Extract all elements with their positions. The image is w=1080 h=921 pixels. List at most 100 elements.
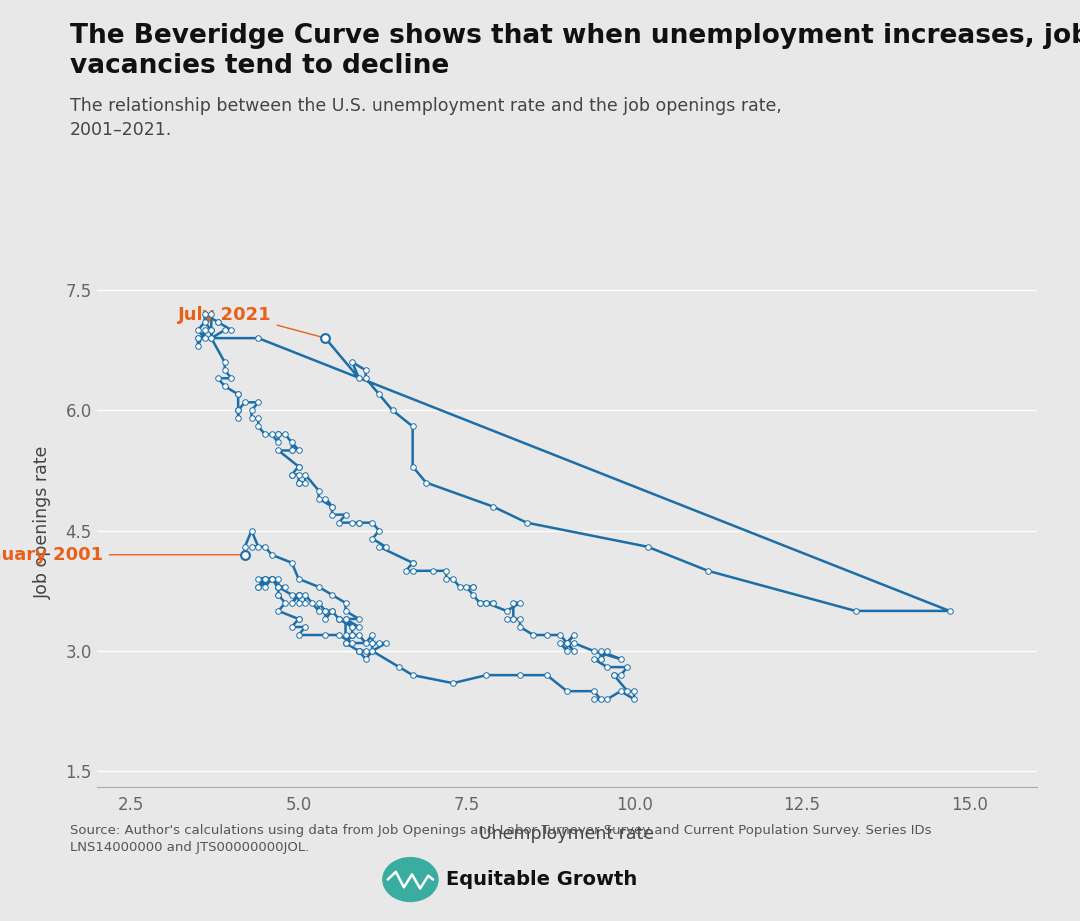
Point: [283, 588, 300, 602]
Point: [350, 371, 367, 386]
Point: [270, 579, 287, 594]
Point: [203, 322, 220, 337]
Point: [276, 579, 294, 594]
Point: [249, 411, 267, 426]
Point: [337, 635, 354, 650]
Point: [310, 596, 327, 611]
Point: [504, 612, 522, 626]
Point: [464, 588, 482, 602]
Point: [210, 315, 227, 330]
Point: [189, 331, 206, 345]
Point: [558, 635, 576, 650]
Point: [189, 331, 206, 345]
Point: [283, 620, 300, 635]
Point: [357, 371, 375, 386]
Text: Equitable Growth: Equitable Growth: [446, 870, 637, 889]
Point: [289, 588, 307, 602]
Point: [847, 603, 864, 618]
Point: [270, 588, 287, 602]
Point: [203, 331, 220, 345]
Point: [370, 635, 388, 650]
Point: [337, 612, 354, 626]
Point: [377, 540, 394, 554]
Circle shape: [383, 857, 438, 902]
Point: [343, 620, 361, 635]
Point: [289, 475, 307, 490]
Point: [337, 635, 354, 650]
Point: [477, 596, 495, 611]
Point: [552, 635, 569, 650]
Point: [270, 579, 287, 594]
Point: [612, 683, 630, 698]
Point: [485, 596, 502, 611]
Point: [289, 627, 307, 642]
Point: [612, 668, 630, 682]
Point: [464, 579, 482, 594]
Point: [504, 612, 522, 626]
Point: [343, 627, 361, 642]
Point: [276, 427, 294, 442]
Point: [324, 507, 341, 522]
Point: [316, 612, 334, 626]
Point: [283, 467, 300, 482]
Point: [264, 547, 281, 562]
Point: [216, 322, 233, 337]
Point: [357, 644, 375, 659]
Point: [370, 387, 388, 402]
Point: [316, 627, 334, 642]
Point: [464, 579, 482, 594]
Point: [229, 387, 246, 402]
Point: [625, 683, 643, 698]
Point: [639, 540, 657, 554]
Point: [283, 435, 300, 449]
Point: [243, 540, 260, 554]
Point: [303, 596, 321, 611]
Point: [598, 659, 616, 674]
Point: [203, 331, 220, 345]
Point: [297, 596, 314, 611]
Point: [538, 668, 555, 682]
Point: [364, 644, 381, 659]
Point: [337, 603, 354, 618]
Point: [243, 523, 260, 538]
Point: [283, 555, 300, 570]
Point: [310, 579, 327, 594]
Point: [391, 659, 408, 674]
Point: [377, 635, 394, 650]
Point: [525, 627, 542, 642]
Point: [289, 612, 307, 626]
Point: [283, 467, 300, 482]
Point: [941, 603, 958, 618]
Point: [592, 652, 609, 667]
Point: [289, 460, 307, 474]
Point: [625, 692, 643, 706]
Point: [330, 627, 348, 642]
Point: [216, 379, 233, 393]
Point: [585, 683, 603, 698]
Point: [243, 403, 260, 418]
Point: [343, 355, 361, 369]
Point: [283, 596, 300, 611]
Point: [297, 475, 314, 490]
Text: January 2001: January 2001: [0, 546, 242, 564]
Point: [310, 491, 327, 506]
Point: [498, 612, 515, 626]
Point: [229, 403, 246, 418]
Text: The relationship between the U.S. unemployment rate and the job openings rate,
2: The relationship between the U.S. unempl…: [70, 97, 782, 139]
Point: [565, 644, 582, 659]
Point: [364, 627, 381, 642]
Point: [498, 603, 515, 618]
Point: [337, 596, 354, 611]
Point: [189, 339, 206, 354]
Point: [229, 387, 246, 402]
Point: [343, 635, 361, 650]
Text: July 2021: July 2021: [178, 306, 323, 337]
Point: [289, 467, 307, 482]
Text: Source: Author's calculations using data from Job Openings and Labor Turnover Su: Source: Author's calculations using data…: [70, 824, 932, 855]
Point: [237, 395, 254, 410]
Point: [350, 644, 367, 659]
Point: [222, 371, 240, 386]
Point: [330, 612, 348, 626]
Point: [512, 620, 529, 635]
Point: [350, 620, 367, 635]
